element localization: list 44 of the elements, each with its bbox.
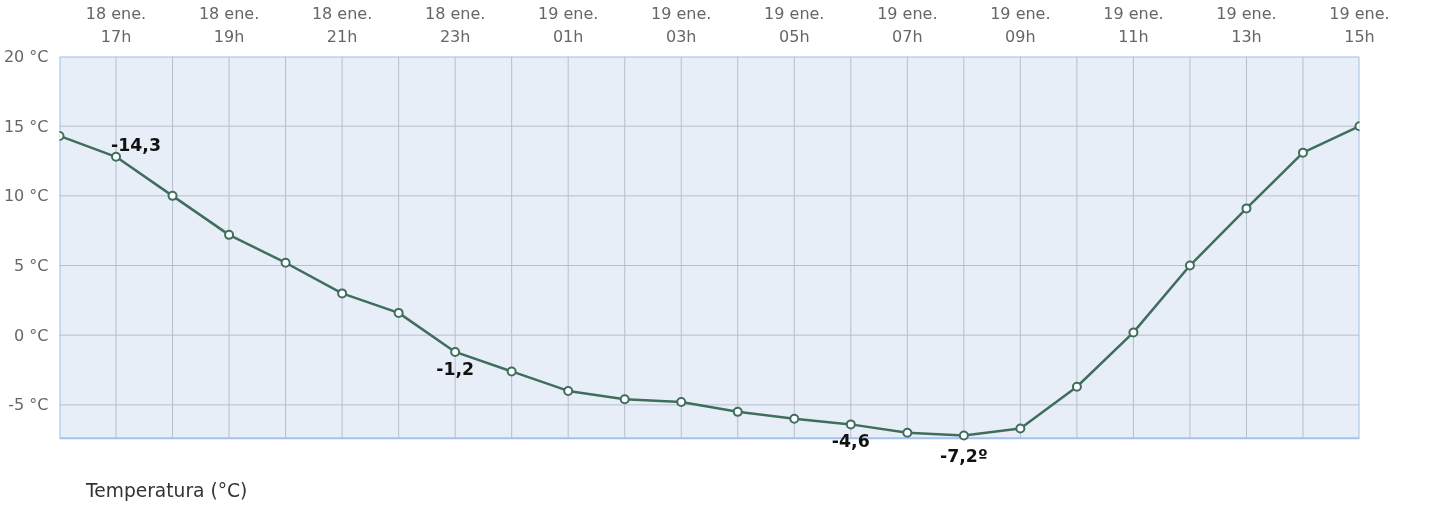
x-tick-label: 19 ene. 09h bbox=[990, 3, 1051, 46]
point bbox=[1297, 147, 1308, 158]
x-tick-label: 18 ene. 17h bbox=[85, 3, 147, 46]
annotation: -1,2 bbox=[436, 358, 475, 379]
point bbox=[845, 419, 856, 430]
y-tick-label: 5 °C bbox=[14, 256, 49, 276]
x-tick-label: 18 ene. 19h bbox=[198, 3, 260, 46]
point bbox=[789, 413, 800, 424]
text: Temperatura (°C) bbox=[86, 480, 248, 501]
point bbox=[676, 397, 687, 408]
y-tick-label: 15 °C bbox=[3, 116, 49, 136]
annotation: -4,6 bbox=[831, 431, 870, 452]
point bbox=[732, 406, 743, 417]
annotation: -14,3 bbox=[111, 134, 161, 155]
x-tick-label: 18 ene. 21h bbox=[311, 3, 373, 46]
x-tick-label: 19 ene. 07h bbox=[877, 3, 938, 46]
point bbox=[1015, 423, 1026, 434]
point bbox=[1241, 203, 1252, 214]
point bbox=[506, 366, 517, 377]
x-tick-label: 19 ene. 03h bbox=[651, 3, 712, 46]
point bbox=[393, 307, 404, 318]
point bbox=[1184, 260, 1195, 271]
point bbox=[563, 385, 574, 396]
point bbox=[167, 190, 178, 201]
y-tick-label: 10 °C bbox=[3, 186, 49, 206]
y-tick-label: 0 °C bbox=[14, 325, 49, 345]
point bbox=[619, 394, 630, 405]
point bbox=[1071, 381, 1082, 392]
point bbox=[1128, 327, 1139, 338]
y-tick-label: 20 °C bbox=[3, 47, 49, 66]
x-tick-label: 19 ene. 11h bbox=[1103, 3, 1164, 46]
x-tick-label: 19 ene. 13h bbox=[1216, 3, 1277, 46]
point bbox=[902, 427, 913, 438]
point bbox=[280, 257, 291, 268]
point bbox=[450, 346, 461, 357]
x-tick-label: 18 ene. 23h bbox=[424, 3, 486, 46]
y-tick-label: -5 °C bbox=[8, 395, 49, 415]
x-tick-label: 19 ene. 15h bbox=[1329, 3, 1390, 46]
annotation: -7,2º bbox=[940, 445, 988, 466]
x-tick-label: 19 ene. 01h bbox=[538, 3, 599, 46]
point bbox=[958, 430, 969, 441]
x-tick-label: 19 ene. 05h bbox=[764, 3, 825, 46]
point bbox=[224, 229, 235, 240]
point bbox=[337, 288, 348, 299]
